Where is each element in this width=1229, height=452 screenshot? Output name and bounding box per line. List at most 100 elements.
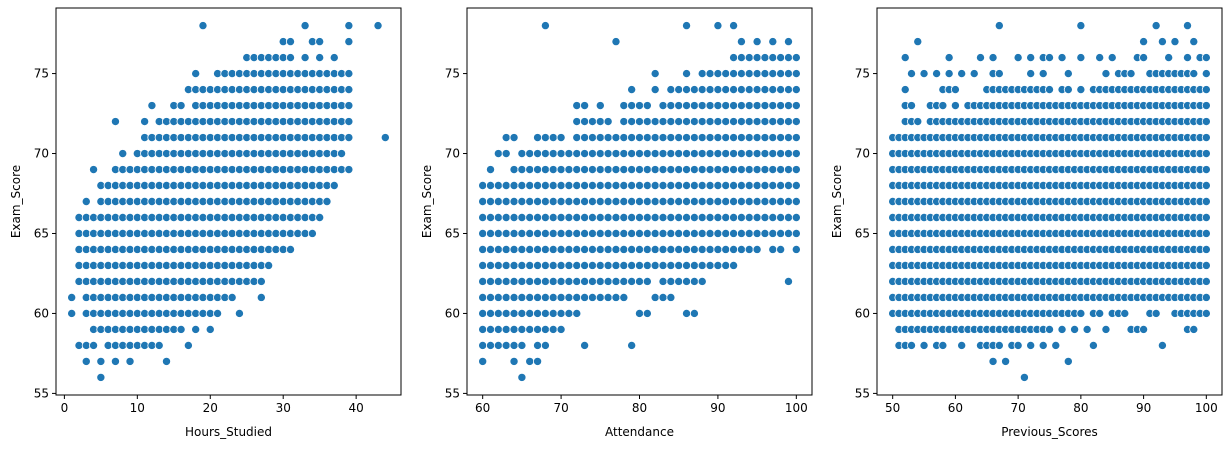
data-point — [1070, 324, 1080, 334]
data-point — [650, 228, 660, 238]
data-point — [776, 181, 786, 191]
data-point — [666, 260, 676, 270]
data-point — [729, 244, 739, 254]
data-point — [564, 228, 574, 238]
data-point — [713, 196, 723, 206]
data-point — [776, 133, 786, 143]
data-point — [540, 212, 550, 222]
data-point — [1201, 276, 1211, 286]
data-point — [721, 101, 731, 111]
data-point — [658, 101, 668, 111]
data-point — [666, 212, 676, 222]
data-point — [1201, 133, 1211, 143]
data-point — [501, 196, 511, 206]
data-point — [650, 292, 660, 302]
data-point — [791, 228, 801, 238]
data-point — [533, 181, 543, 191]
data-point — [721, 165, 731, 175]
data-point — [697, 85, 707, 95]
data-point — [666, 101, 676, 111]
data-point — [627, 244, 637, 254]
data-point — [501, 308, 511, 318]
data-point — [611, 37, 621, 47]
x-tick-label: 70 — [553, 401, 568, 415]
data-point — [125, 356, 135, 366]
data-point — [900, 85, 910, 95]
y-tick-label: 70 — [34, 147, 49, 161]
data-point — [525, 308, 535, 318]
data-point — [540, 165, 550, 175]
data-point — [611, 149, 621, 159]
data-point — [713, 181, 723, 191]
data-point — [705, 196, 715, 206]
data-point — [642, 101, 652, 111]
data-point — [533, 196, 543, 206]
data-point — [611, 165, 621, 175]
data-point — [1189, 37, 1199, 47]
data-point — [697, 212, 707, 222]
data-point — [1076, 21, 1086, 31]
data-point — [478, 340, 488, 350]
data-point — [635, 276, 645, 286]
data-point — [540, 276, 550, 286]
data-point — [650, 196, 660, 206]
data-point — [486, 292, 496, 302]
data-point — [658, 181, 668, 191]
data-point — [729, 117, 739, 127]
data-point — [556, 133, 566, 143]
data-point — [580, 292, 590, 302]
data-point — [627, 149, 637, 159]
data-point — [736, 37, 746, 47]
data-point — [713, 244, 723, 254]
data-point — [227, 292, 237, 302]
data-point — [650, 69, 660, 79]
data-point — [666, 181, 676, 191]
data-point — [666, 117, 676, 127]
data-point — [705, 212, 715, 222]
data-point — [689, 117, 699, 127]
data-point — [486, 212, 496, 222]
data-point — [533, 165, 543, 175]
data-point — [1183, 21, 1193, 31]
x-tick-label: 0 — [61, 401, 69, 415]
data-point — [176, 324, 186, 334]
data-point — [783, 37, 793, 47]
data-point — [705, 133, 715, 143]
data-point — [564, 260, 574, 270]
data-point — [913, 117, 923, 127]
data-point — [478, 292, 488, 302]
data-point — [81, 356, 91, 366]
data-point — [744, 133, 754, 143]
data-point — [525, 324, 535, 334]
data-point — [713, 69, 723, 79]
data-point — [627, 117, 637, 127]
data-point — [752, 165, 762, 175]
data-point — [548, 276, 558, 286]
data-point — [682, 196, 692, 206]
data-point — [783, 117, 793, 127]
data-point — [509, 340, 519, 350]
data-point — [147, 101, 157, 111]
data-point — [493, 149, 503, 159]
data-point — [525, 260, 535, 270]
data-point — [587, 228, 597, 238]
data-point — [509, 324, 519, 334]
data-point — [697, 101, 707, 111]
data-point — [315, 212, 325, 222]
data-point — [736, 117, 746, 127]
data-point — [556, 324, 566, 334]
data-point — [768, 165, 778, 175]
data-point — [744, 212, 754, 222]
data-point — [752, 53, 762, 63]
data-point — [595, 181, 605, 191]
data-point — [791, 101, 801, 111]
data-point — [682, 260, 692, 270]
data-point — [752, 133, 762, 143]
data-point — [666, 196, 676, 206]
data-point — [603, 181, 613, 191]
data-point — [1045, 53, 1055, 63]
data-point — [1107, 53, 1117, 63]
data-point — [674, 133, 684, 143]
data-point — [525, 165, 535, 175]
data-point — [907, 101, 917, 111]
